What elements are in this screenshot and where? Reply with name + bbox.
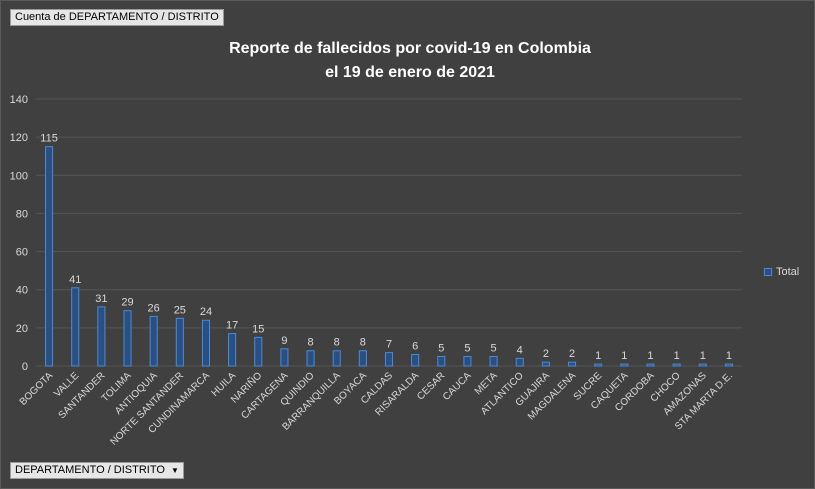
data-label: 1 bbox=[700, 350, 706, 362]
data-label: 29 bbox=[121, 297, 133, 309]
pivot-value-field-button[interactable]: Cuenta de DEPARTAMENTO / DISTRITO bbox=[10, 9, 224, 26]
data-label: 26 bbox=[148, 302, 160, 314]
bar bbox=[541, 361, 550, 367]
bar bbox=[358, 350, 367, 367]
bar bbox=[411, 354, 420, 367]
bar bbox=[71, 287, 80, 367]
bar bbox=[45, 146, 54, 367]
data-label: 5 bbox=[464, 342, 470, 354]
y-tick-label: 40 bbox=[16, 285, 28, 297]
data-label: 25 bbox=[174, 304, 186, 316]
legend-label: Total bbox=[776, 266, 800, 278]
bar bbox=[228, 333, 237, 367]
y-tick-label: 140 bbox=[10, 94, 28, 106]
dropdown-arrow-icon: ▼ bbox=[170, 466, 179, 475]
y-tick-label: 100 bbox=[10, 170, 28, 182]
data-label: 15 bbox=[252, 323, 264, 335]
data-label: 41 bbox=[69, 274, 81, 286]
legend-swatch bbox=[764, 268, 772, 276]
chart-title-line-2: el 19 de enero de 2021 bbox=[325, 64, 495, 81]
chart-title-line-1: Reporte de fallecidos por covid-19 en Co… bbox=[229, 40, 591, 57]
data-label: 2 bbox=[569, 348, 575, 360]
y-tick-label: 20 bbox=[16, 323, 28, 335]
x-axis-ticks: BOGOTAVALLESANTANDERTOLIMAANTIOQUIANORTE… bbox=[18, 369, 735, 448]
x-tick-label: MAGDALENA bbox=[526, 370, 578, 422]
y-axis-ticks: 0 20 40 60 80 100 120 140 bbox=[10, 94, 28, 373]
data-label: 1 bbox=[674, 350, 680, 362]
bar bbox=[698, 363, 707, 367]
y-tick-label: 120 bbox=[10, 132, 28, 144]
data-label: 7 bbox=[386, 339, 392, 351]
data-label: 4 bbox=[517, 344, 523, 356]
data-label: 6 bbox=[412, 341, 418, 353]
data-label: 115 bbox=[40, 133, 58, 145]
bar bbox=[437, 355, 446, 367]
bar bbox=[646, 363, 655, 367]
pivot-axis-field-button[interactable]: DEPARTAMENTO / DISTRITO ▼ bbox=[10, 462, 184, 479]
y-tick-label: 0 bbox=[22, 361, 28, 373]
bar bbox=[568, 361, 577, 367]
data-label: 8 bbox=[360, 337, 366, 349]
y-tick-label: 60 bbox=[16, 247, 28, 259]
bar bbox=[594, 363, 603, 367]
bar bbox=[515, 357, 524, 367]
data-label: 8 bbox=[307, 337, 313, 349]
bar bbox=[97, 306, 106, 367]
pivot-axis-field-label: DEPARTAMENTO / DISTRITO bbox=[15, 464, 165, 476]
data-label: 1 bbox=[621, 350, 627, 362]
bar bbox=[489, 355, 498, 367]
data-label: 1 bbox=[726, 350, 732, 362]
data-label: 17 bbox=[226, 320, 238, 332]
data-label: 8 bbox=[334, 337, 340, 349]
data-label: 1 bbox=[595, 350, 601, 362]
data-label: 9 bbox=[281, 335, 287, 347]
bar bbox=[175, 317, 184, 367]
bar bbox=[280, 348, 289, 367]
x-tick-label: CAUCA bbox=[441, 370, 474, 403]
bar bbox=[254, 336, 263, 367]
data-label: 5 bbox=[438, 342, 444, 354]
legend: Total bbox=[764, 266, 799, 278]
data-label: 24 bbox=[200, 306, 212, 318]
bar bbox=[123, 310, 132, 367]
bar bbox=[332, 350, 341, 367]
data-label: 31 bbox=[95, 293, 107, 305]
x-tick-label: BOGOTA bbox=[18, 370, 56, 408]
bar bbox=[201, 319, 210, 367]
bar bbox=[463, 355, 472, 367]
bar bbox=[672, 363, 681, 367]
data-label: 5 bbox=[491, 342, 497, 354]
y-tick-label: 80 bbox=[16, 208, 28, 220]
data-label: 2 bbox=[543, 348, 549, 360]
bar bbox=[384, 352, 394, 367]
bar bbox=[620, 363, 629, 367]
bars bbox=[45, 146, 733, 367]
bar bbox=[724, 363, 733, 367]
bar bbox=[306, 350, 315, 367]
gridlines bbox=[36, 98, 742, 367]
data-label: 1 bbox=[647, 350, 653, 362]
bar bbox=[149, 315, 158, 367]
data-labels: 115 41 31 29 26 25 24 17 15 9 8 8 8 7 6 5 5 5 4 2 2 1 1 1 1 1 1 bbox=[40, 133, 732, 362]
